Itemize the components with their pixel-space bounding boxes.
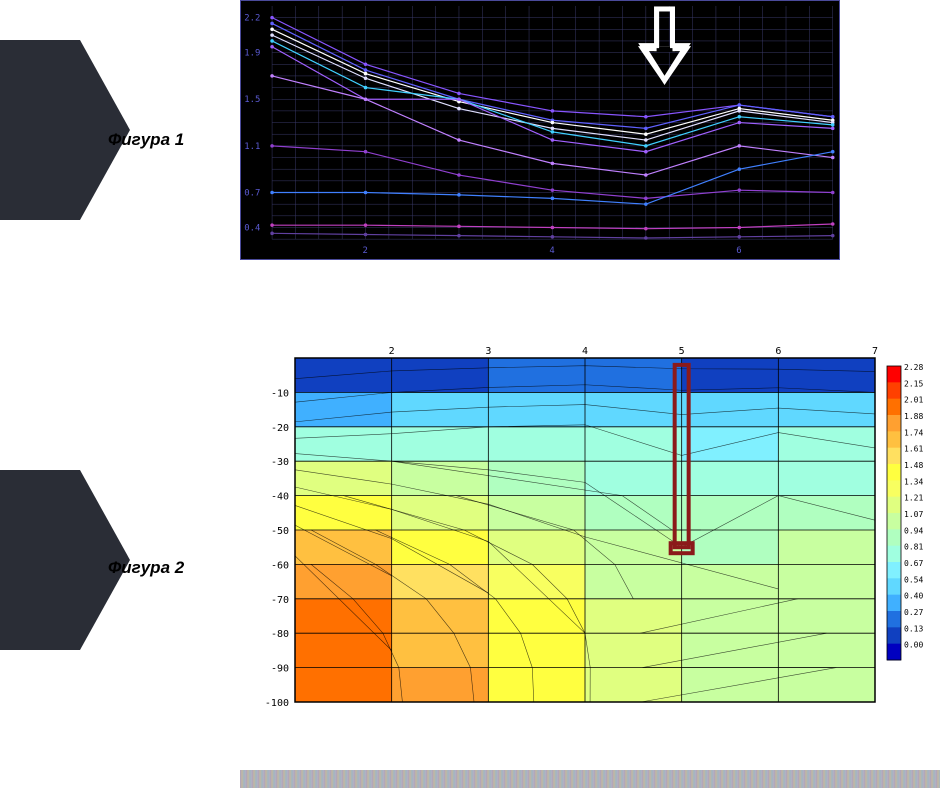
svg-text:1.48: 1.48: [904, 461, 923, 470]
svg-text:-30: -30: [271, 457, 289, 468]
svg-text:2.01: 2.01: [904, 396, 923, 405]
svg-text:0.40: 0.40: [904, 592, 923, 601]
svg-text:0.94: 0.94: [904, 526, 923, 535]
svg-text:2.28: 2.28: [904, 363, 923, 372]
svg-text:0.7: 0.7: [244, 188, 260, 198]
svg-text:4: 4: [549, 246, 554, 256]
svg-text:4: 4: [582, 346, 588, 357]
svg-text:1.74: 1.74: [904, 428, 923, 437]
svg-text:0.54: 0.54: [904, 575, 923, 584]
svg-text:1.07: 1.07: [904, 510, 923, 519]
svg-text:0.00: 0.00: [904, 641, 923, 650]
chevron-fig2: [0, 470, 80, 650]
svg-text:-70: -70: [271, 595, 289, 606]
svg-text:1.21: 1.21: [904, 494, 923, 503]
svg-text:0.67: 0.67: [904, 559, 923, 568]
svg-text:2.15: 2.15: [904, 379, 923, 388]
fig2-svg: 2 3 4 5 6 7 -10 -20 -30 -40 -50 -60 -70 -80 -90 -100 2.2…: [240, 340, 940, 710]
svg-text:-20: -20: [271, 423, 289, 434]
svg-text:1.88: 1.88: [904, 412, 923, 421]
svg-text:2: 2: [363, 246, 368, 256]
label-fig1: Фигура 1: [108, 130, 184, 150]
figure-2-heatmap: 2 3 4 5 6 7 -10 -20 -30 -40 -50 -60 -70 -80 -90 -100 2.2…: [240, 340, 940, 710]
svg-text:-100: -100: [265, 698, 289, 709]
svg-text:1.1: 1.1: [244, 142, 260, 152]
svg-text:-60: -60: [271, 560, 289, 571]
svg-text:-10: -10: [271, 388, 289, 399]
label-fig2: Фигура 2: [108, 558, 184, 578]
svg-text:1.9: 1.9: [244, 49, 260, 59]
svg-text:1.34: 1.34: [904, 477, 923, 486]
svg-text:2: 2: [389, 346, 395, 357]
svg-text:-40: -40: [271, 492, 289, 503]
svg-text:1.61: 1.61: [904, 445, 923, 454]
svg-text:6: 6: [736, 246, 741, 256]
svg-text:2.2: 2.2: [244, 14, 260, 24]
svg-text:6: 6: [775, 346, 781, 357]
svg-text:3: 3: [485, 346, 491, 357]
svg-text:0.27: 0.27: [904, 608, 923, 617]
svg-text:-50: -50: [271, 526, 289, 537]
svg-text:0.4: 0.4: [244, 223, 260, 233]
svg-text:0.13: 0.13: [904, 624, 923, 633]
svg-text:1.5: 1.5: [244, 95, 260, 105]
noise-strip: [240, 770, 940, 788]
svg-text:7: 7: [872, 346, 878, 357]
svg-text:5: 5: [679, 346, 685, 357]
svg-text:-80: -80: [271, 629, 289, 640]
fig1-svg: 0.4 0.7 1.1 1.5 1.9 2.2 2 4 6: [241, 1, 839, 259]
svg-text:-90: -90: [271, 664, 289, 675]
chevron-fig1: [0, 40, 80, 220]
figure-1-line-chart: 0.4 0.7 1.1 1.5 1.9 2.2 2 4 6: [240, 0, 840, 260]
svg-text:0.81: 0.81: [904, 543, 923, 552]
